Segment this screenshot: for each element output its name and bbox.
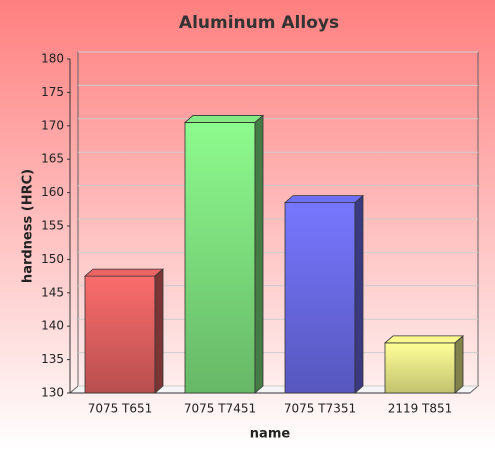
bar-front [284,202,356,394]
bar [183,114,265,394]
x-tick-label: 7075 T651 [88,402,153,416]
y-tick-label: 130 [41,386,64,400]
bar-top [183,115,265,123]
bar-top [83,268,165,277]
y-tick-label: 155 [41,219,64,233]
bar-top [383,335,465,344]
chart-title: Aluminum Alloys [179,13,339,33]
bar-side [354,194,364,394]
y-tick-label: 170 [41,118,64,132]
bar [283,194,365,394]
bar-side [454,335,464,394]
bar-front [184,122,256,394]
y-tick-label: 135 [41,352,64,366]
y-tick-label: 175 [41,85,64,99]
x-tick-label: 2119 T851 [388,402,453,416]
y-tick-label: 150 [41,252,64,266]
y-axis-title: hardness (HRC) [21,169,36,283]
y-tick-label: 145 [41,285,64,299]
y-tick-label: 165 [41,152,64,166]
bar-front [384,342,456,394]
y-tick-label: 160 [41,185,64,199]
x-axis-title: name [250,427,291,442]
y-tick-label: 140 [41,319,64,333]
bar-top [283,195,365,204]
bar-side [154,268,164,394]
y-tick-label: 180 [41,52,64,66]
bar-front [84,275,156,394]
bar [383,335,465,394]
bar-side [254,114,264,394]
x-tick-label: 7075 T7351 [284,402,356,416]
bar [83,268,165,394]
x-tick-label: 7075 T7451 [184,402,256,416]
